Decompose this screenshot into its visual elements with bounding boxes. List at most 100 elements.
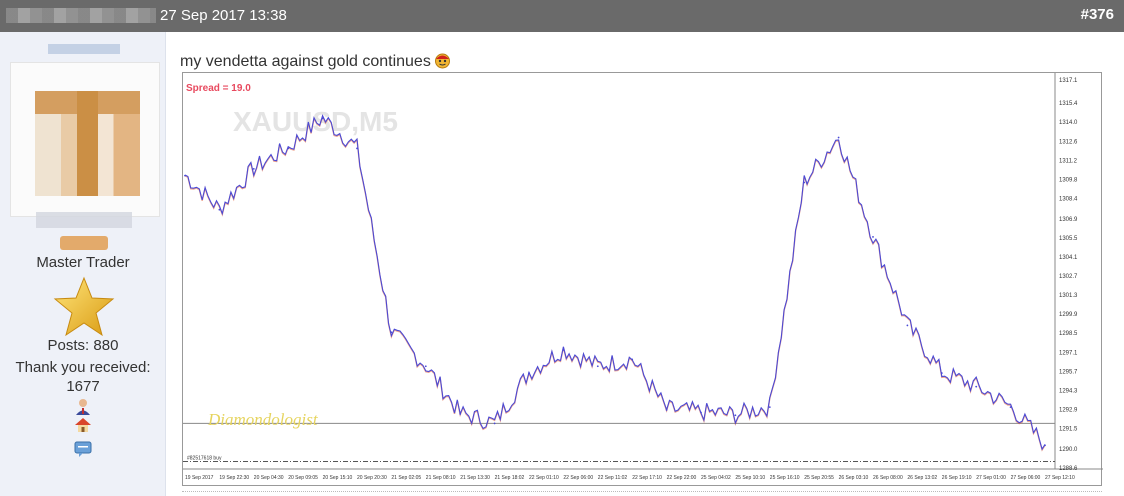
x-tick-label: 22 Sep 22:00	[667, 475, 697, 481]
price-point	[356, 147, 358, 150]
x-tick-label: 19 Sep 22:30	[219, 475, 249, 481]
price-point	[252, 167, 255, 170]
emoji-icon	[434, 53, 450, 69]
price-chart: 1317.1 1315.4 1314.0 1312.6 1311.2 1309.8 1308…	[182, 72, 1103, 486]
price-point	[459, 413, 462, 415]
price-point	[734, 414, 737, 417]
star-icon	[53, 276, 115, 337]
price-point	[528, 372, 530, 374]
price-point	[975, 385, 978, 388]
spread-label: Spread = 19.0	[186, 83, 251, 94]
price-point	[562, 349, 565, 351]
x-tick-label: 26 Sep 03:10	[839, 475, 869, 481]
price-point	[665, 408, 668, 411]
x-tick-label: 27 Sep 12:10	[1045, 475, 1075, 481]
price-point	[493, 422, 496, 425]
x-tick-label: 25 Sep 10:10	[735, 475, 765, 481]
price-point	[872, 236, 874, 238]
price-point	[837, 136, 840, 139]
x-tick-label: 25 Sep 16:10	[770, 475, 800, 481]
y-tick-label: 1288.6	[1059, 466, 1078, 472]
post-message-text: my vendetta against gold continues	[180, 53, 431, 70]
user-rank: Master Trader	[36, 254, 130, 271]
x-tick-label: 26 Sep 08:00	[873, 475, 903, 481]
x-tick-label: 20 Sep 15:10	[323, 475, 353, 481]
x-tick-label: 21 Sep 13:30	[460, 475, 490, 481]
post-number-link[interactable]: #376	[1080, 6, 1114, 23]
post-content: my vendetta against gold continues	[166, 32, 1124, 496]
y-tick-label: 1302.7	[1059, 274, 1078, 280]
y-tick-label: 1311.2	[1059, 158, 1078, 164]
x-tick-label: 27 Sep 06:00	[1011, 475, 1041, 481]
x-tick-label: 26 Sep 19:10	[942, 475, 972, 481]
x-tick-label: 22 Sep 06:00	[563, 475, 593, 481]
price-point	[1009, 406, 1012, 408]
y-tick-label: 1305.5	[1059, 236, 1078, 242]
price-point	[940, 372, 943, 374]
price-point	[768, 406, 771, 408]
thanks-count: 1677	[66, 378, 100, 395]
x-tick-label: 20 Sep 04:30	[254, 475, 284, 481]
price-point	[218, 208, 221, 211]
divider	[182, 491, 1102, 492]
thanks-received: Thank you received: 1677	[0, 358, 166, 396]
y-tick-label: 1298.5	[1059, 331, 1078, 337]
avatar[interactable]	[10, 62, 160, 217]
x-tick-label: 21 Sep 18:02	[495, 475, 525, 481]
x-tick-label: 21 Sep 02:05	[391, 475, 421, 481]
y-tick-label: 1317.1	[1059, 78, 1078, 84]
y-tick-label: 1294.3	[1059, 388, 1078, 394]
x-tick-label: 25 Sep 20:55	[804, 475, 834, 481]
order-label: #82517618 buy	[187, 456, 222, 462]
price-series-shadow	[184, 114, 1046, 452]
y-tick-label: 1299.9	[1059, 312, 1078, 318]
price-point	[390, 331, 393, 334]
y-tick-label: 1297.1	[1059, 350, 1078, 356]
y-tick-label: 1314.0	[1059, 120, 1078, 126]
x-tick-label: 26 Sep 13:02	[907, 475, 937, 481]
home-icon[interactable]	[74, 416, 92, 434]
y-tick-label: 1306.9	[1059, 217, 1078, 223]
y-tick-label: 1309.8	[1059, 177, 1078, 183]
y-tick-label: 1304.1	[1059, 255, 1078, 261]
y-tick-label: 1290.0	[1059, 447, 1078, 453]
y-tick-label: 1308.4	[1059, 196, 1078, 202]
post-date: 27 Sep 2017 13:38	[160, 7, 287, 24]
message-icon[interactable]	[74, 440, 92, 458]
price-point	[631, 358, 634, 361]
blurred-title	[48, 44, 120, 54]
price-point	[700, 411, 702, 414]
y-tick-label: 1312.6	[1059, 139, 1078, 145]
signature-label: Diamondologist	[207, 410, 319, 429]
post-header: 27 Sep 2017 13:38 #376	[0, 0, 1124, 32]
price-point	[321, 117, 324, 120]
avatar-image	[35, 91, 140, 196]
x-tick-label: 19 Sep 2017	[185, 475, 214, 481]
price-point	[1044, 444, 1046, 447]
thanks-label: Thank you received:	[15, 359, 151, 376]
y-tick-label: 1315.4	[1059, 101, 1078, 107]
x-tick-label: 27 Sep 01:00	[976, 475, 1006, 481]
price-point	[596, 365, 599, 368]
user-icon[interactable]	[74, 398, 92, 416]
price-point	[906, 324, 909, 327]
rank-bar	[60, 236, 108, 250]
x-tick-label: 22 Sep 11:02	[598, 475, 628, 481]
y-tick-label: 1291.5	[1059, 427, 1078, 433]
price-point	[803, 181, 806, 184]
y-tick-label: 1295.7	[1059, 369, 1078, 375]
chart-canvas: 1317.1 1315.4 1314.0 1312.6 1311.2 1309.8 1308…	[183, 73, 1103, 481]
user-sidebar: Master Trader Posts: 880 Thank you recei…	[0, 32, 166, 496]
x-tick-label: 25 Sep 04:02	[701, 475, 731, 481]
blurred-name	[36, 212, 132, 228]
price-point	[287, 147, 290, 150]
blurred-username	[6, 8, 156, 23]
x-tick-label: 22 Sep 01:10	[529, 475, 559, 481]
x-tick-label: 21 Sep 08:10	[426, 475, 456, 481]
y-tick-label: 1292.9	[1059, 407, 1078, 413]
x-tick-label: 20 Sep 09:05	[288, 475, 318, 481]
x-tick-label: 22 Sep 17:10	[632, 475, 662, 481]
price-series-line	[184, 114, 1046, 451]
price-point	[424, 365, 427, 368]
x-tick-label: 20 Sep 20:30	[357, 475, 387, 481]
